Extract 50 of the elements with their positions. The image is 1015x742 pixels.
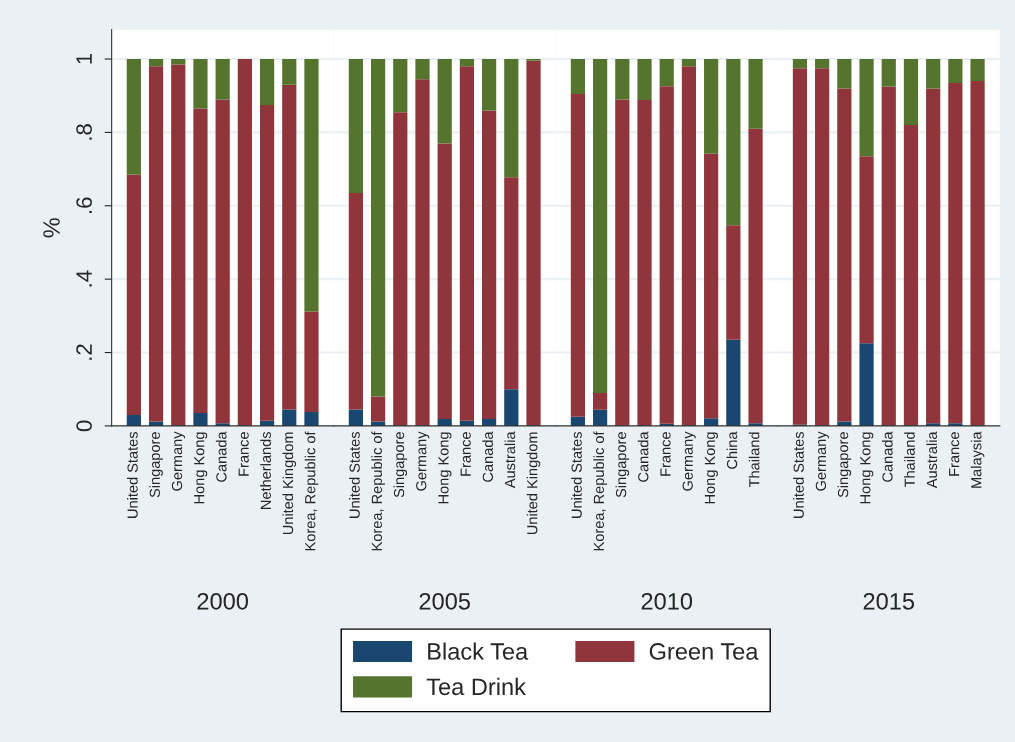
x-tick-label: Hong Kong bbox=[704, 432, 718, 504]
x-tick-label: Hong Kong bbox=[438, 432, 452, 504]
x-tick-label: Korea, Republic of bbox=[304, 431, 319, 551]
x-tick-label: Germany bbox=[682, 431, 696, 491]
x-tick-label: Thailand bbox=[748, 432, 760, 488]
x-tick-label: Australia bbox=[926, 431, 938, 489]
x-tick-label: Canada bbox=[881, 431, 893, 482]
y-tick-label: .8 bbox=[76, 124, 92, 140]
x-tick-label: United Kingdom bbox=[526, 432, 541, 535]
x-tick-label: Korea, Republic of bbox=[593, 431, 607, 551]
x-tick-label: China bbox=[726, 431, 738, 469]
y-tick-label: 1 bbox=[76, 53, 92, 64]
x-tick-label: United States bbox=[793, 431, 804, 518]
x-tick-label: France bbox=[949, 432, 960, 476]
x-tick-label: Canada bbox=[637, 431, 649, 482]
x-axis-title: 2000 bbox=[197, 592, 249, 610]
x-tick-label: Thailand bbox=[904, 432, 915, 488]
x-tick-label: Germany bbox=[171, 431, 186, 491]
legend-label: Tea Drink bbox=[426, 677, 526, 696]
y-tick-label: .2 bbox=[76, 344, 92, 360]
x-tick-label: Canada bbox=[482, 431, 494, 482]
y-axis-title: % bbox=[43, 218, 60, 238]
x-tick-label: France bbox=[660, 432, 671, 476]
x-tick-label: Australia bbox=[504, 431, 516, 489]
x-tick-label: France bbox=[238, 432, 249, 476]
x-tick-label: Netherlands bbox=[260, 431, 271, 509]
x-tick-label: Germany bbox=[416, 431, 430, 491]
x-tick-label: Singapore bbox=[393, 432, 408, 498]
y-tick-label: .4 bbox=[76, 270, 92, 287]
x-tick-label: United States bbox=[127, 431, 138, 518]
legend-label: Green Tea bbox=[649, 643, 759, 660]
x-tick-label: Korea, Republic of bbox=[371, 431, 385, 551]
x-tick-label: Hong Kong bbox=[860, 432, 874, 504]
y-tick-label: 0 bbox=[76, 420, 92, 432]
x-axis-title: 2010 bbox=[641, 592, 693, 610]
x-tick-label: Singapore bbox=[837, 432, 852, 498]
legend-label: Black Tea bbox=[428, 642, 529, 660]
x-tick-label: France bbox=[460, 432, 471, 476]
x-tick-label: Canada bbox=[215, 431, 227, 482]
x-axis-title: 2005 bbox=[419, 592, 470, 610]
x-tick-label: Germany bbox=[815, 431, 829, 491]
x-tick-label: Malaysia bbox=[970, 431, 985, 488]
x-tick-label: United States bbox=[349, 431, 360, 518]
x-tick-label: Singapore bbox=[615, 432, 630, 498]
x-tick-label: Singapore bbox=[149, 432, 163, 498]
x-tick-label: United States bbox=[571, 431, 582, 518]
x-tick-label: Hong Kong bbox=[194, 432, 208, 504]
y-tick-label: .6 bbox=[76, 197, 92, 214]
x-axis-title: 2015 bbox=[863, 592, 915, 610]
x-tick-label: United Kingdom bbox=[282, 432, 297, 535]
